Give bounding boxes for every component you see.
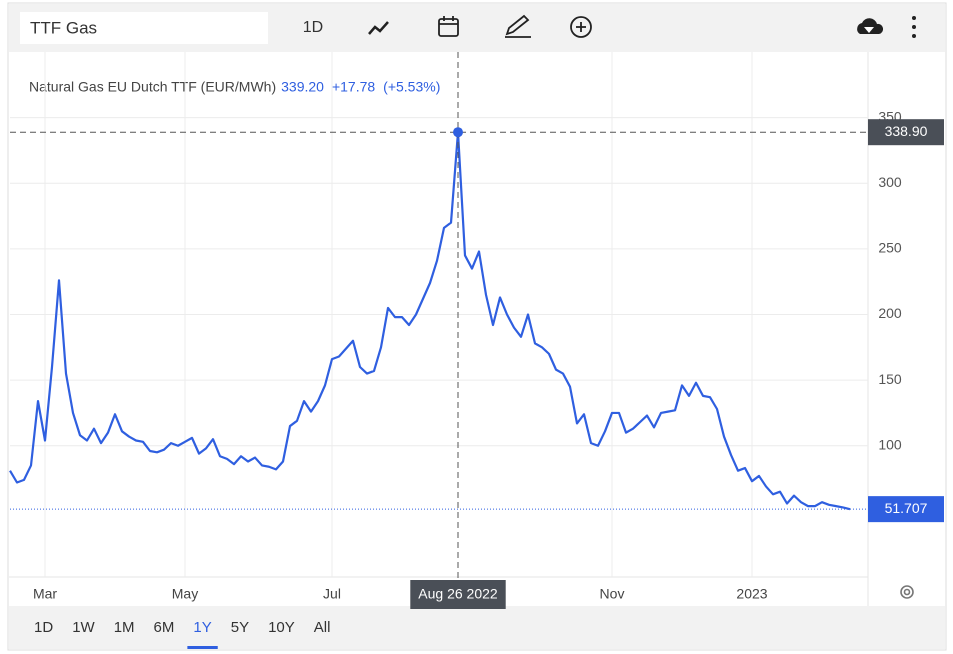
chart-type-icon[interactable] [368,21,389,35]
y-tick-label: 300 [878,174,902,190]
x-tick-label: Nov [600,586,625,602]
frame [7,2,947,651]
draw-icon[interactable] [505,14,531,38]
range-button[interactable]: 1D [34,619,53,636]
range-button[interactable]: 1W [72,619,95,636]
last-price-label: 51.707 [885,500,928,516]
change: +17.78 [332,79,375,95]
last-price-box [868,496,944,523]
range-button[interactable]: 5Y [231,619,249,636]
price: 339.20 [281,79,324,95]
range-button[interactable]: 6M [154,619,175,636]
x-tick-label: Jul [323,586,341,602]
range-button[interactable]: 1Y [193,619,211,636]
change-percent: (+5.53%) [383,79,440,95]
x-tick-label: May [172,586,198,602]
y-tick-label: 100 [878,436,902,452]
y-tick-label: 200 [878,305,902,321]
settings-icon[interactable] [900,585,914,599]
crosshair-date-label: Aug 26 2022 [418,586,498,602]
search-box[interactable] [20,12,268,44]
calendar-icon[interactable] [438,16,459,37]
menu-icon[interactable] [912,16,916,38]
range-button[interactable]: All [314,619,331,636]
x-tick-label: 2023 [736,586,767,602]
crosshair-point [453,127,463,138]
search-text[interactable]: TTF Gas [30,18,97,37]
chart-name: Natural Gas EU Dutch TTF (EUR/MWh) [29,79,276,95]
range-active-underline [187,646,218,649]
crosshair-value-label: 338.90 [885,123,928,139]
x-tick-label: Mar [33,586,57,602]
crosshair-date-box [410,580,506,609]
add-icon[interactable] [570,16,592,38]
download-icon[interactable] [857,18,884,34]
range-button[interactable]: 1M [114,619,135,636]
range-bar [9,606,945,649]
crosshair-value-box [868,119,944,146]
y-tick-label: 150 [878,371,902,387]
y-tick-label: 250 [878,240,902,256]
price-line [9,131,851,511]
range-button[interactable]: 10Y [268,619,295,636]
interval-button[interactable]: 1D [303,19,323,36]
